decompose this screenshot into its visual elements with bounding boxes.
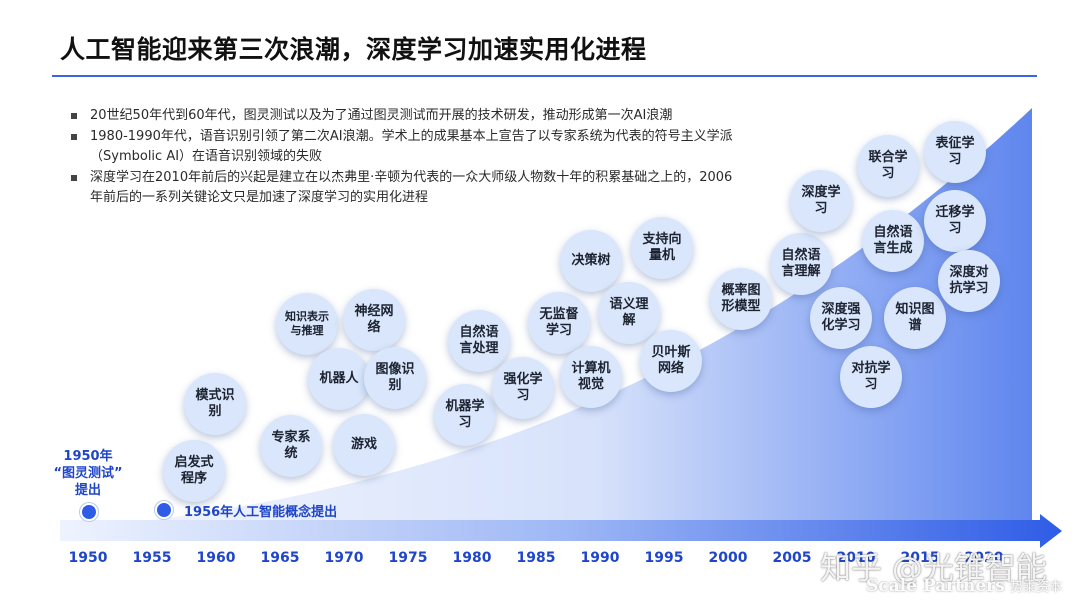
- milestone-1950-sub: 提出: [74, 483, 101, 498]
- bubble-deep-learning: 深度学习: [790, 170, 852, 232]
- year-tick: 1980: [452, 550, 492, 566]
- bubble-image-recognition: 图像识别: [364, 347, 426, 409]
- bubble-pattern-recognition: 模式识别: [184, 373, 246, 435]
- milestone-1950-label: 1950年 “图灵测试” 提出: [52, 448, 124, 499]
- square-bullet-icon: [71, 175, 77, 181]
- bubble-knowledge-representation: 知识表示与推理: [276, 293, 338, 355]
- year-tick: 2005: [772, 550, 812, 566]
- milestone-1950-dot: [80, 503, 98, 521]
- square-bullet-icon: [71, 113, 77, 119]
- milestone-1950-year: 1950年: [63, 449, 113, 464]
- bubble-heuristic-program: 启发式程序: [163, 440, 225, 502]
- bullet-text: 1980-1990年代，语音识别引领了第二次AI浪潮。学术上的成果基本上宣告了以…: [90, 129, 733, 164]
- bubble-reinforcement-learning: 强化学习: [492, 357, 554, 419]
- bubble-svm: 支持向量机: [631, 217, 693, 279]
- brand-name-cn: 势乘资本: [1010, 580, 1063, 595]
- page-title: 人工智能迎来第三次浪潮，深度学习加速实用化进程: [60, 35, 647, 64]
- brand-watermark: Scale Partners 势乘资本: [866, 576, 1062, 596]
- bubble-semantic-understanding: 语义理解: [598, 282, 660, 344]
- milestone-1956-label: 1956年人工智能概念提出: [184, 505, 338, 520]
- brand-name: Scale Partners: [866, 576, 1005, 596]
- bubble-robotics: 机器人: [308, 348, 370, 410]
- bullet-item: 1980-1990年代，语音识别引领了第二次AI浪潮。学术上的成果基本上宣告了以…: [70, 127, 740, 167]
- bubble-bayesian-network: 贝叶斯网络: [640, 330, 702, 392]
- year-tick: 1965: [260, 550, 300, 566]
- zhihu-watermark: 知乎 @光锥智能: [820, 551, 1047, 587]
- year-tick: 1990: [580, 550, 620, 566]
- bubble-unsupervised-learning: 无监督学习: [528, 292, 590, 354]
- bubble-expert-system: 专家系统: [260, 415, 322, 477]
- year-tick: 2000: [708, 550, 748, 566]
- bubble-decision-tree: 决策树: [560, 230, 622, 292]
- bubble-nlp: 自然语言处理: [448, 310, 510, 372]
- timeline-arrow: [60, 514, 1062, 548]
- year-tick: 1955: [132, 550, 172, 566]
- year-tick: 2010: [836, 550, 876, 566]
- bubble-nlg: 自然语言生成: [862, 210, 924, 272]
- bubble-computer-vision: 计算机视觉: [560, 346, 622, 408]
- bubble-neural-network: 神经网络: [343, 289, 405, 351]
- bubble-federated-learning: 联合学习: [857, 135, 919, 197]
- bullet-item: 深度学习在2010年前后的兴起是建立在以杰弗里·辛顿为代表的一众大师级人物数十年…: [70, 168, 740, 208]
- square-bullet-icon: [71, 134, 77, 140]
- bubble-deep-adversarial-learning: 深度对抗学习: [938, 250, 1000, 312]
- bullet-item: 20世纪50年代到60年代，图灵测试以及为了通过图灵测试而开展的技术研发，推动形…: [70, 106, 740, 126]
- bullet-text: 深度学习在2010年前后的兴起是建立在以杰弗里·辛顿为代表的一众大师级人物数十年…: [90, 170, 733, 205]
- bullet-text: 20世纪50年代到60年代，图灵测试以及为了通过图灵测试而开展的技术研发，推动形…: [90, 108, 673, 123]
- year-tick: 1995: [644, 550, 684, 566]
- milestone-1950-text: “图灵测试”: [53, 466, 123, 481]
- bubble-knowledge-graph: 知识图谱: [884, 287, 946, 349]
- year-tick: 2020: [964, 550, 1004, 566]
- bubble-games: 游戏: [333, 414, 395, 476]
- milestone-1956-dot: [155, 501, 173, 519]
- bubble-adversarial-learning: 对抗学习: [840, 346, 902, 408]
- year-tick: 1950: [68, 550, 108, 566]
- year-tick: 1975: [388, 550, 428, 566]
- year-tick: 2015: [900, 550, 940, 566]
- title-divider: [52, 75, 1037, 77]
- year-tick: 1960: [196, 550, 236, 566]
- bubble-machine-learning: 机器学习: [434, 384, 496, 446]
- year-tick: 1985: [516, 550, 556, 566]
- year-tick: 1970: [324, 550, 364, 566]
- ai-wave-area: [60, 108, 1032, 530]
- bullet-list: 20世纪50年代到60年代，图灵测试以及为了通过图灵测试而开展的技术研发，推动形…: [70, 106, 740, 209]
- bubble-deep-reinforcement-learning: 深度强化学习: [810, 287, 872, 349]
- bubble-probabilistic-graphical-model: 概率图形模型: [710, 268, 772, 330]
- bubble-representation-learning: 表征学习: [924, 121, 986, 183]
- bubble-transfer-learning: 迁移学习: [924, 190, 986, 252]
- bubble-nlu: 自然语言理解: [770, 233, 832, 295]
